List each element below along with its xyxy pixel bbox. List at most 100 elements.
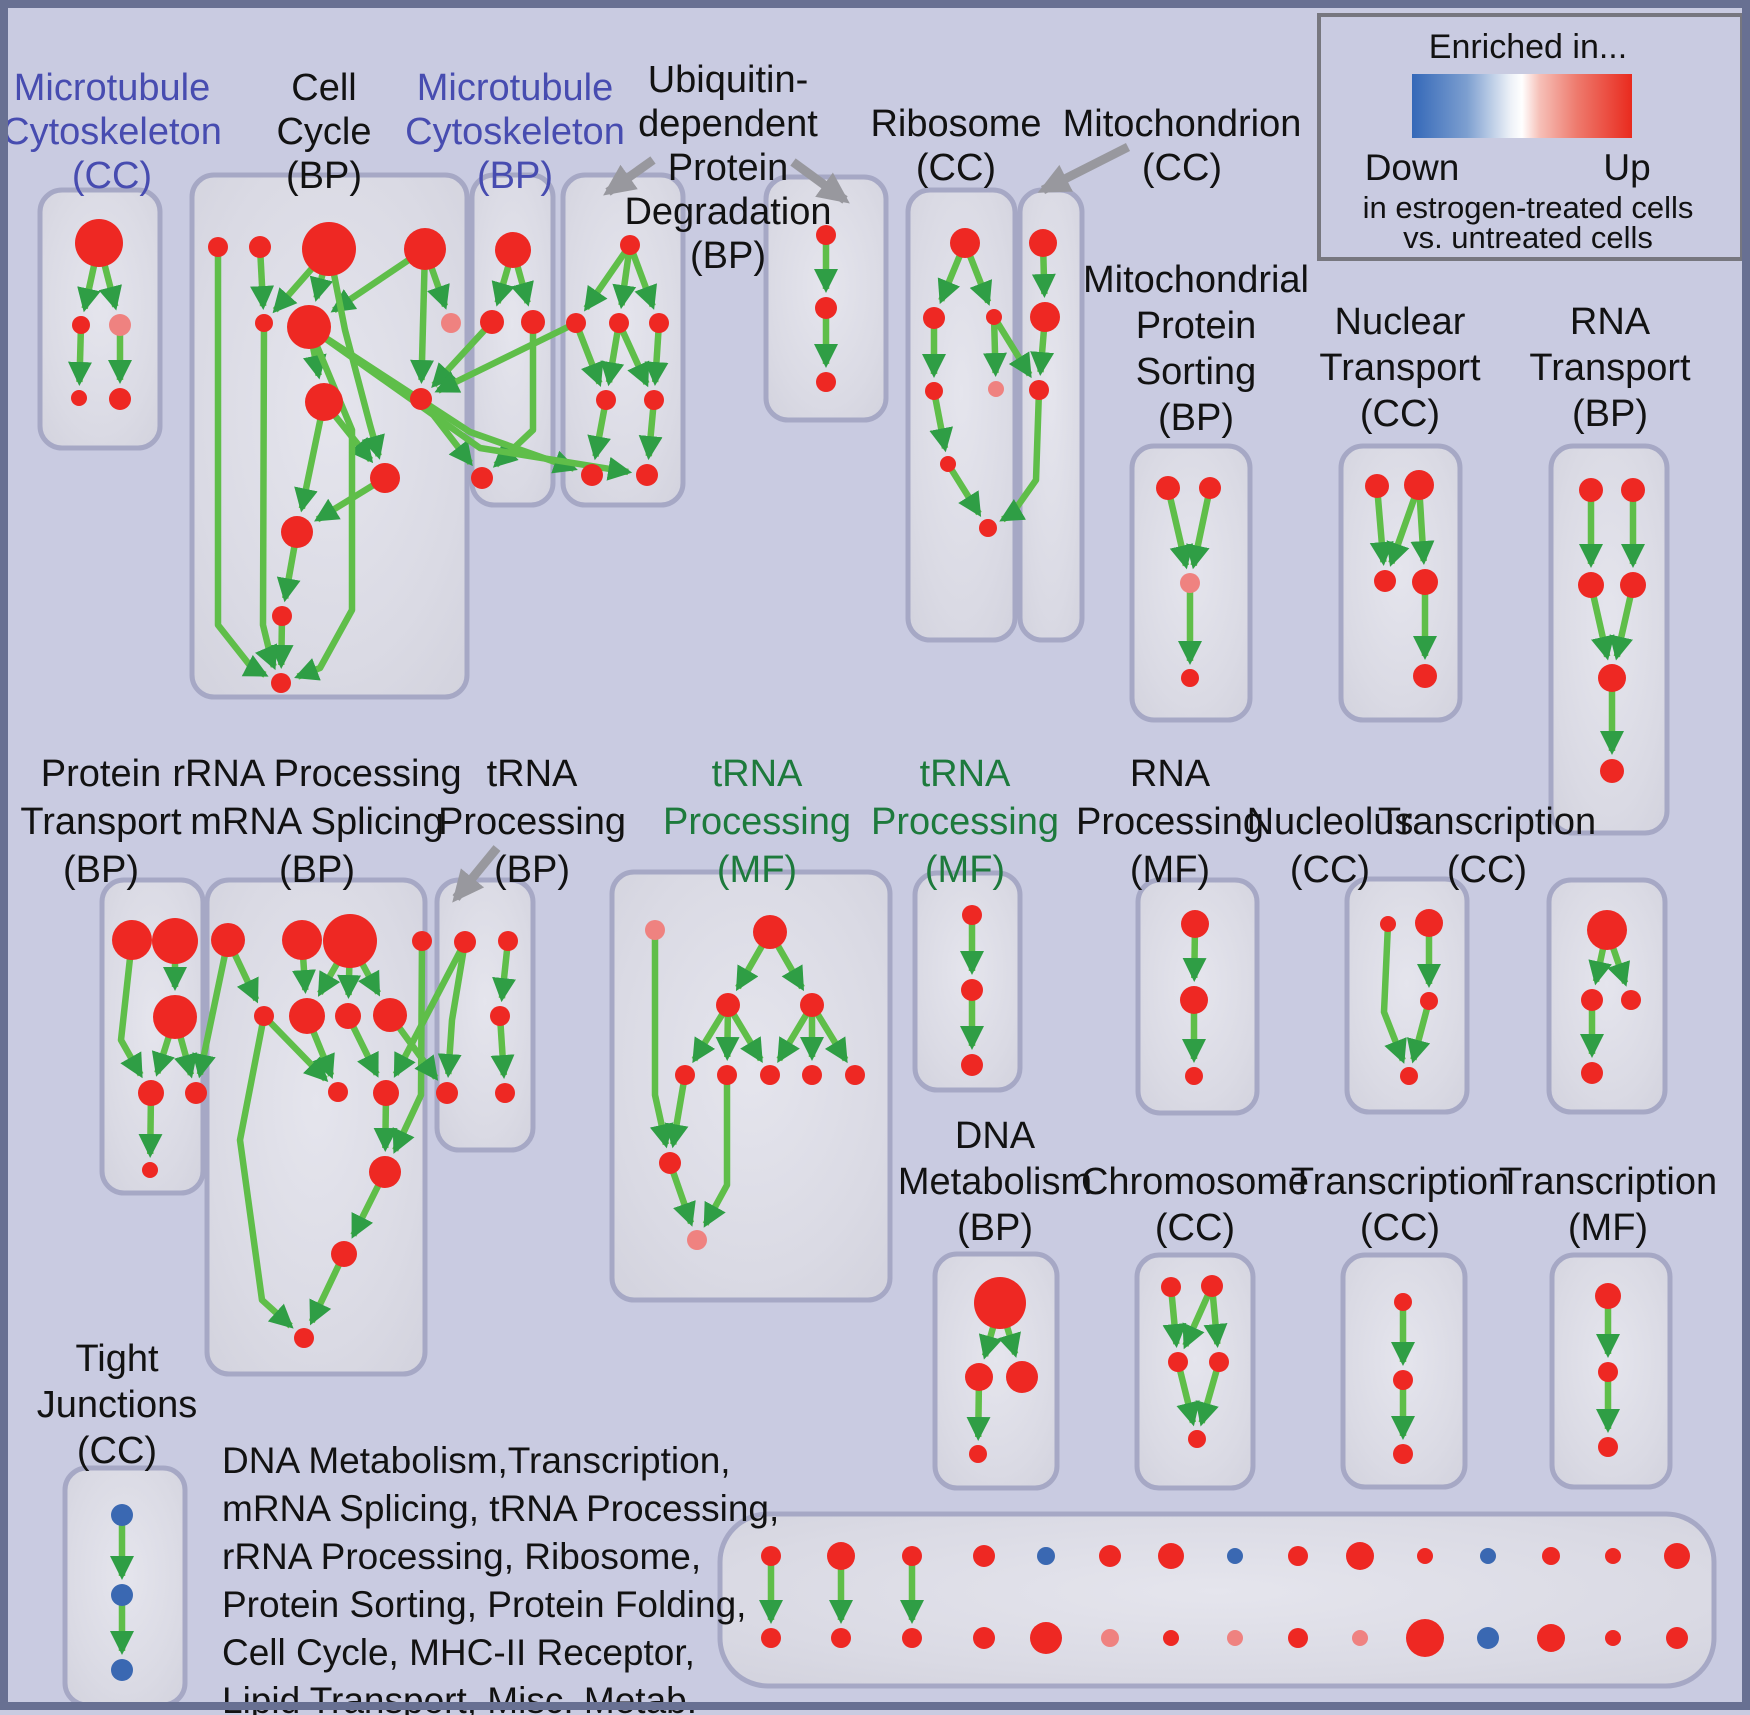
- svg-text:rRNA Processing: rRNA Processing: [172, 753, 461, 795]
- svg-text:Protein: Protein: [1136, 305, 1256, 347]
- go-term-node: [1537, 1624, 1565, 1652]
- go-term-node: [1099, 1545, 1121, 1567]
- relation-arrow: [255, 322, 278, 671]
- go-term-node: [1101, 1629, 1119, 1647]
- go-term-node: [1480, 1548, 1496, 1564]
- go-term-node: [480, 310, 504, 334]
- relation-arrow: [1174, 1361, 1200, 1427]
- go-term-node: [1180, 986, 1208, 1014]
- go-term-node: [71, 390, 87, 406]
- svg-text:(CC): (CC): [916, 147, 996, 189]
- go-term-node: [1542, 1547, 1560, 1565]
- go-term-node: [138, 1080, 164, 1106]
- cluster-box-misc-strip: [717, 1511, 1717, 1689]
- svg-text:(MF): (MF): [925, 849, 1005, 891]
- svg-text:Cycle: Cycle: [276, 111, 371, 153]
- go-term-node: [1199, 477, 1221, 499]
- relation-arrow: [999, 389, 1043, 523]
- go-term-node: [659, 1152, 681, 1174]
- go-term-node: [986, 309, 1002, 325]
- relation-arrow: [664, 1074, 689, 1149]
- go-term-node: [1180, 573, 1200, 593]
- svg-text:Microtubule: Microtubule: [417, 67, 613, 109]
- cluster-label-transcription-cc-2: Transcription(CC): [1291, 1161, 1509, 1249]
- go-term-node: [687, 1230, 707, 1250]
- go-term-node: [1006, 1361, 1038, 1393]
- go-term-node: [412, 931, 432, 951]
- svg-text:(CC): (CC): [1447, 849, 1527, 891]
- cluster-label-ubiquitin-bp: Ubiquitin-dependentProteinDegradation(BP…: [624, 59, 831, 277]
- relation-arrow: [392, 940, 426, 1154]
- go-term-node: [1621, 478, 1645, 502]
- go-term-node: [272, 606, 292, 626]
- go-term-node: [410, 388, 432, 410]
- go-term-node: [75, 219, 123, 267]
- go-term-node: [305, 383, 343, 421]
- svg-text:(BP): (BP): [63, 849, 139, 891]
- svg-text:Transcription: Transcription: [1378, 801, 1596, 843]
- go-term-node: [1346, 1542, 1374, 1570]
- svg-text:(CC): (CC): [77, 1430, 157, 1472]
- go-term-node: [1188, 1430, 1206, 1448]
- relation-arrow: [983, 316, 1007, 378]
- go-term-node: [644, 390, 664, 410]
- go-term-node: [287, 305, 331, 349]
- svg-text:(MF): (MF): [717, 849, 797, 891]
- go-term-node: [973, 1627, 995, 1649]
- go-term-node: [323, 914, 377, 968]
- go-term-node: [142, 1162, 158, 1178]
- go-term-node: [1030, 302, 1060, 332]
- svg-text:(CC): (CC): [1155, 1207, 1235, 1249]
- go-term-node: [109, 314, 131, 336]
- relation-arrow: [1406, 1000, 1433, 1064]
- svg-text:dependent: dependent: [638, 103, 818, 145]
- svg-text:Transcription: Transcription: [1291, 1161, 1509, 1203]
- go-term-node: [1400, 1067, 1418, 1085]
- relation-arrow: [945, 462, 982, 517]
- svg-text:(BP): (BP): [957, 1207, 1033, 1249]
- relation-arrow: [1186, 487, 1214, 570]
- go-term-node: [974, 1277, 1026, 1329]
- go-term-node: [675, 1065, 695, 1085]
- svg-text:RNA: RNA: [1570, 301, 1651, 343]
- relation-arrow: [649, 930, 674, 1149]
- relation-arrow: [236, 1015, 294, 1329]
- relation-arrow: [410, 248, 435, 385]
- cluster-box-mitochondrion-cc: [1017, 187, 1085, 643]
- cluster-box-nucleolus-cc: [1344, 876, 1470, 1115]
- go-term-node: [969, 1445, 987, 1463]
- go-term-node: [1163, 1630, 1179, 1646]
- go-term-node: [566, 313, 586, 333]
- go-term-node: [1030, 1622, 1062, 1654]
- go-term-node: [1413, 664, 1437, 688]
- go-term-node: [965, 1363, 993, 1391]
- svg-text:(BP): (BP): [1158, 397, 1234, 439]
- svg-text:Transport: Transport: [1529, 347, 1691, 389]
- go-term-node: [1394, 1293, 1412, 1311]
- go-term-node: [271, 673, 291, 693]
- go-term-node: [282, 920, 322, 960]
- go-term-node: [815, 297, 837, 319]
- relation-arrow: [616, 321, 650, 388]
- svg-text:(BP): (BP): [279, 849, 355, 891]
- svg-text:(BP): (BP): [1572, 393, 1648, 435]
- legend-subtitle-2: vs. untreated cells: [1403, 220, 1653, 255]
- cluster-box-dna-metabolism: [932, 1251, 1060, 1491]
- go-term-node: [1158, 1543, 1184, 1569]
- relation-arrow: [325, 248, 385, 460]
- relation-arrow: [702, 1075, 731, 1228]
- go-term-node: [1288, 1628, 1308, 1648]
- svg-text:Tight: Tight: [75, 1338, 159, 1380]
- go-term-node: [289, 998, 325, 1034]
- svg-text:Metabolism: Metabolism: [898, 1161, 1092, 1203]
- svg-text:Transcription: Transcription: [1499, 1161, 1717, 1203]
- relation-arrow: [392, 940, 468, 1078]
- go-term-node: [1605, 1548, 1621, 1564]
- go-term-node: [581, 464, 603, 486]
- svg-text:Processing: Processing: [438, 801, 626, 843]
- relation-arrow: [214, 247, 269, 678]
- svg-text:Ubiquitin-: Ubiquitin-: [648, 59, 809, 101]
